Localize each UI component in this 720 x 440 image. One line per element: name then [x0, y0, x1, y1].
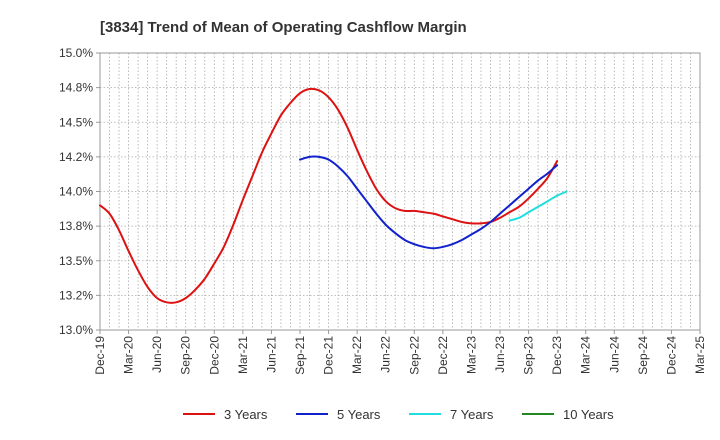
x-tick-label: Jun-20: [150, 336, 164, 373]
series-lines: [99, 87, 568, 304]
x-tick-label: Mar-24: [579, 336, 593, 374]
legend-label: 10 Years: [563, 407, 614, 422]
x-tick-label: Dec-21: [322, 336, 336, 375]
x-tick-label: Dec-23: [550, 336, 564, 375]
y-tick-label: 14.8%: [59, 81, 93, 95]
x-tick-label: Dec-22: [436, 336, 450, 375]
x-tick-label: Jun-24: [607, 336, 621, 373]
legend-label: 5 Years: [337, 407, 381, 422]
y-tick-label: 13.0%: [59, 323, 93, 337]
x-tick-label: Jun-21: [264, 336, 278, 373]
x-tick-label: Mar-23: [464, 336, 478, 374]
x-axis: Dec-19 Mar-20 Jun-20 Sep-20 Dec-20 Mar-21 Jun-…: [93, 330, 707, 375]
plot-area: [99, 52, 701, 331]
legend-label: 3 Years: [224, 407, 268, 422]
x-tick-label: Mar-22: [350, 336, 364, 374]
y-tick-label: 13.8%: [59, 219, 93, 233]
legend: 3 Years 5 Years 7 Years 10 Years: [183, 407, 614, 422]
legend-label: 7 Years: [450, 407, 494, 422]
series-line-5-years: [299, 155, 559, 250]
y-tick-label: 14.5%: [59, 115, 93, 129]
y-tick-label: 14.2%: [59, 150, 93, 164]
x-tick-label: Dec-19: [93, 336, 107, 375]
legend-item-3-years: 3 Years: [183, 407, 268, 422]
x-tick-label: Jun-22: [379, 336, 393, 373]
x-tick-label: Sep-20: [179, 336, 193, 375]
x-tick-label: Sep-22: [407, 336, 421, 375]
x-tick-label: Mar-25: [693, 336, 707, 374]
x-tick-label: Sep-23: [522, 336, 536, 375]
series-line-3-years: [99, 87, 559, 304]
y-tick-label: 13.5%: [59, 254, 93, 268]
x-tick-label: Dec-24: [664, 336, 678, 375]
grid-lines: [100, 53, 700, 330]
series-line-7-years: [508, 190, 568, 222]
x-tick-label: Dec-20: [207, 336, 221, 375]
x-tick-label: Jun-23: [493, 336, 507, 373]
y-tick-label: 15.0%: [59, 46, 93, 60]
x-tick-label: Mar-20: [122, 336, 136, 374]
legend-item-5-years: 5 Years: [296, 407, 381, 422]
x-tick-label: Mar-21: [236, 336, 250, 374]
chart-title: [3834] Trend of Mean of Operating Cashfl…: [100, 19, 467, 36]
legend-item-10-years: 10 Years: [522, 407, 614, 422]
x-tick-label: Sep-21: [293, 336, 307, 375]
y-axis: 13.0% 13.2% 13.5% 13.8% 14.0% 14.2% 14.5% 14.8%…: [59, 46, 100, 337]
legend-item-7-years: 7 Years: [409, 407, 494, 422]
y-tick-label: 13.2%: [59, 288, 93, 302]
y-tick-label: 14.0%: [59, 185, 93, 199]
x-tick-label: Sep-24: [636, 336, 650, 375]
